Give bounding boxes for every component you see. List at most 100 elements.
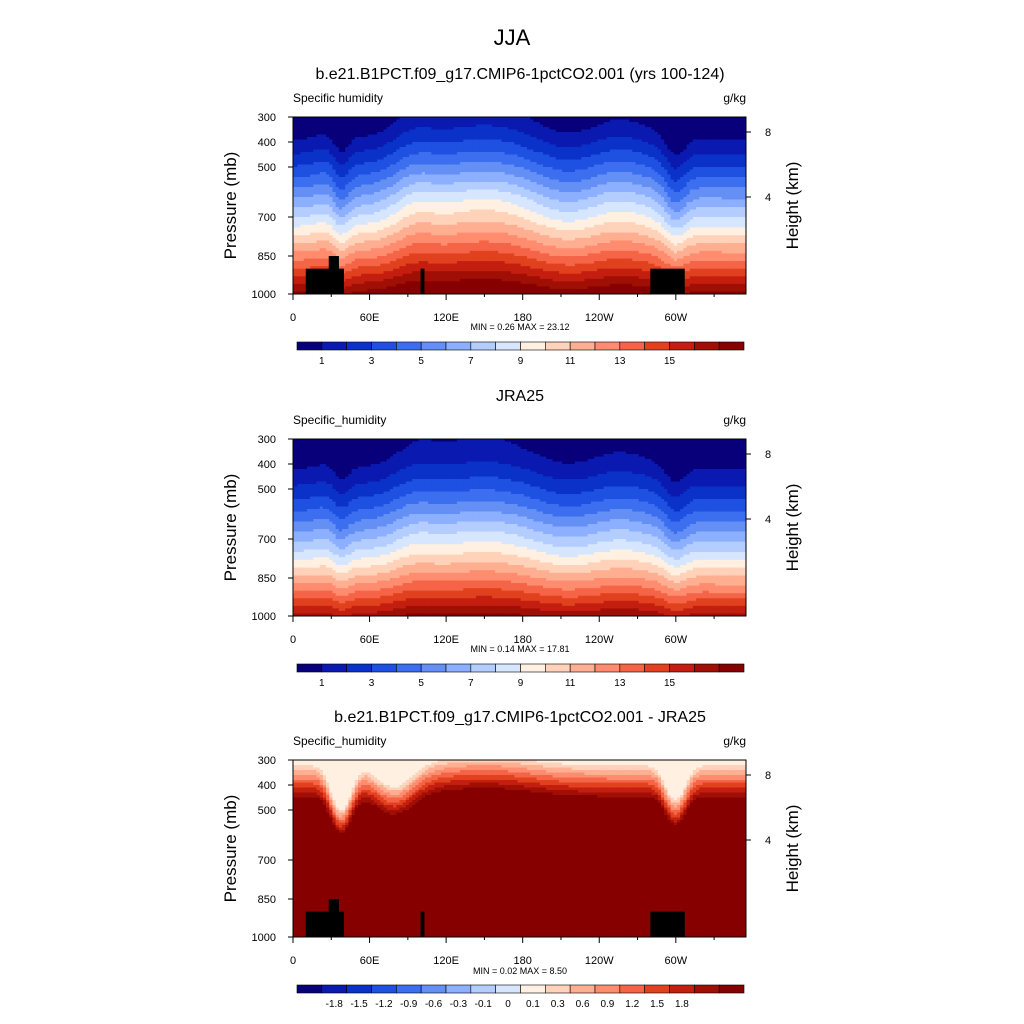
contour-cell (460, 179, 465, 183)
contour-cell (358, 237, 362, 242)
contour-cell (418, 250, 423, 255)
contour-cell (316, 235, 321, 239)
contour-cell (479, 202, 484, 206)
contour-cell (440, 134, 445, 138)
contour-cell (444, 276, 449, 280)
contour-cell (367, 224, 372, 229)
contour-cell (440, 142, 445, 146)
contour-cell (421, 212, 426, 216)
contour-cell (332, 159, 337, 163)
contour-cell (326, 199, 331, 203)
contour-cell (514, 222, 519, 226)
contour-cell (472, 222, 477, 226)
contour-cell (511, 124, 516, 128)
contour-cell (348, 182, 353, 186)
contour-cell (479, 137, 484, 141)
contour-cell (421, 152, 426, 156)
contour-cell (361, 144, 366, 148)
contour-cell (326, 209, 331, 213)
contour-cell (498, 235, 503, 239)
contour-cell (491, 164, 496, 168)
contour-cell (472, 174, 477, 178)
contour-cell (434, 253, 439, 257)
contour-cell (329, 222, 334, 226)
contour-cell (377, 261, 382, 265)
contour-cell (351, 207, 356, 211)
contour-cell (396, 192, 401, 196)
contour-cell (354, 214, 359, 218)
contour-cell (463, 127, 468, 131)
contour-cell (313, 182, 318, 186)
contour-cell (316, 256, 321, 260)
contour-cell (424, 230, 429, 234)
contour-cell (338, 179, 343, 183)
contour-cell (367, 139, 372, 143)
contour-cell (424, 174, 429, 178)
contour-cell (354, 256, 359, 260)
units-label: g/kg (723, 91, 746, 105)
contour-cell (485, 291, 490, 294)
contour-cell (322, 189, 327, 193)
contour-cell (313, 253, 318, 257)
contour-cell (377, 179, 382, 183)
contour-cell (498, 159, 503, 163)
contour-cell (310, 240, 315, 244)
contour-cell (463, 237, 468, 242)
contour-cell (370, 263, 375, 267)
contour-cell (377, 278, 382, 283)
contour-cell (399, 149, 404, 153)
contour-cell (306, 157, 311, 161)
contour-cell (389, 132, 394, 136)
contour-cell (440, 240, 445, 244)
contour-cell (424, 187, 429, 191)
contour-cell (316, 197, 321, 201)
contour-cell (383, 224, 388, 229)
contour-cell (367, 152, 372, 156)
contour-cell (306, 144, 311, 148)
contour-cell (456, 162, 461, 166)
contour-cell (495, 139, 500, 143)
contour-cell (456, 152, 461, 156)
contour-cell (495, 154, 500, 158)
contour-cell (428, 194, 433, 198)
contour-cell (447, 235, 452, 239)
contour-cell (383, 212, 388, 216)
contour-cell (501, 187, 506, 191)
contour-cell (386, 182, 391, 186)
contour-cell (472, 124, 477, 128)
contour-cell (386, 281, 391, 285)
contour-cell (399, 219, 404, 223)
contour-cell (421, 189, 426, 193)
contour-cell (421, 117, 426, 121)
contour-cell (421, 204, 426, 208)
contour-cell (294, 258, 299, 262)
contour-cell (405, 271, 410, 275)
contour-cell (386, 177, 391, 181)
contour-cell (479, 182, 484, 186)
contour-cell (450, 134, 455, 138)
contour-cell (383, 122, 388, 126)
contour-cell (393, 224, 398, 229)
contour-cell (326, 154, 331, 158)
contour-cell (444, 243, 449, 247)
contour-cell (437, 230, 442, 234)
contour-cell (440, 263, 445, 267)
contour-cell (479, 212, 484, 216)
contour-cell (377, 222, 382, 226)
contour-cell (504, 124, 509, 128)
contour-cell (498, 127, 503, 131)
contour-cell (319, 214, 324, 218)
contour-cell (396, 271, 401, 275)
contour-cell (501, 232, 506, 236)
contour-cell (463, 224, 468, 229)
contour-cell (405, 137, 410, 141)
contour-cell (342, 172, 347, 176)
contour-cell (507, 132, 512, 136)
contour-cell (383, 261, 388, 265)
contour-cell (491, 174, 496, 178)
contour-cell (437, 194, 442, 198)
contour-cell (447, 291, 452, 294)
contour-cell (437, 182, 442, 186)
contour-cell (306, 174, 311, 178)
contour-cell (488, 214, 493, 218)
